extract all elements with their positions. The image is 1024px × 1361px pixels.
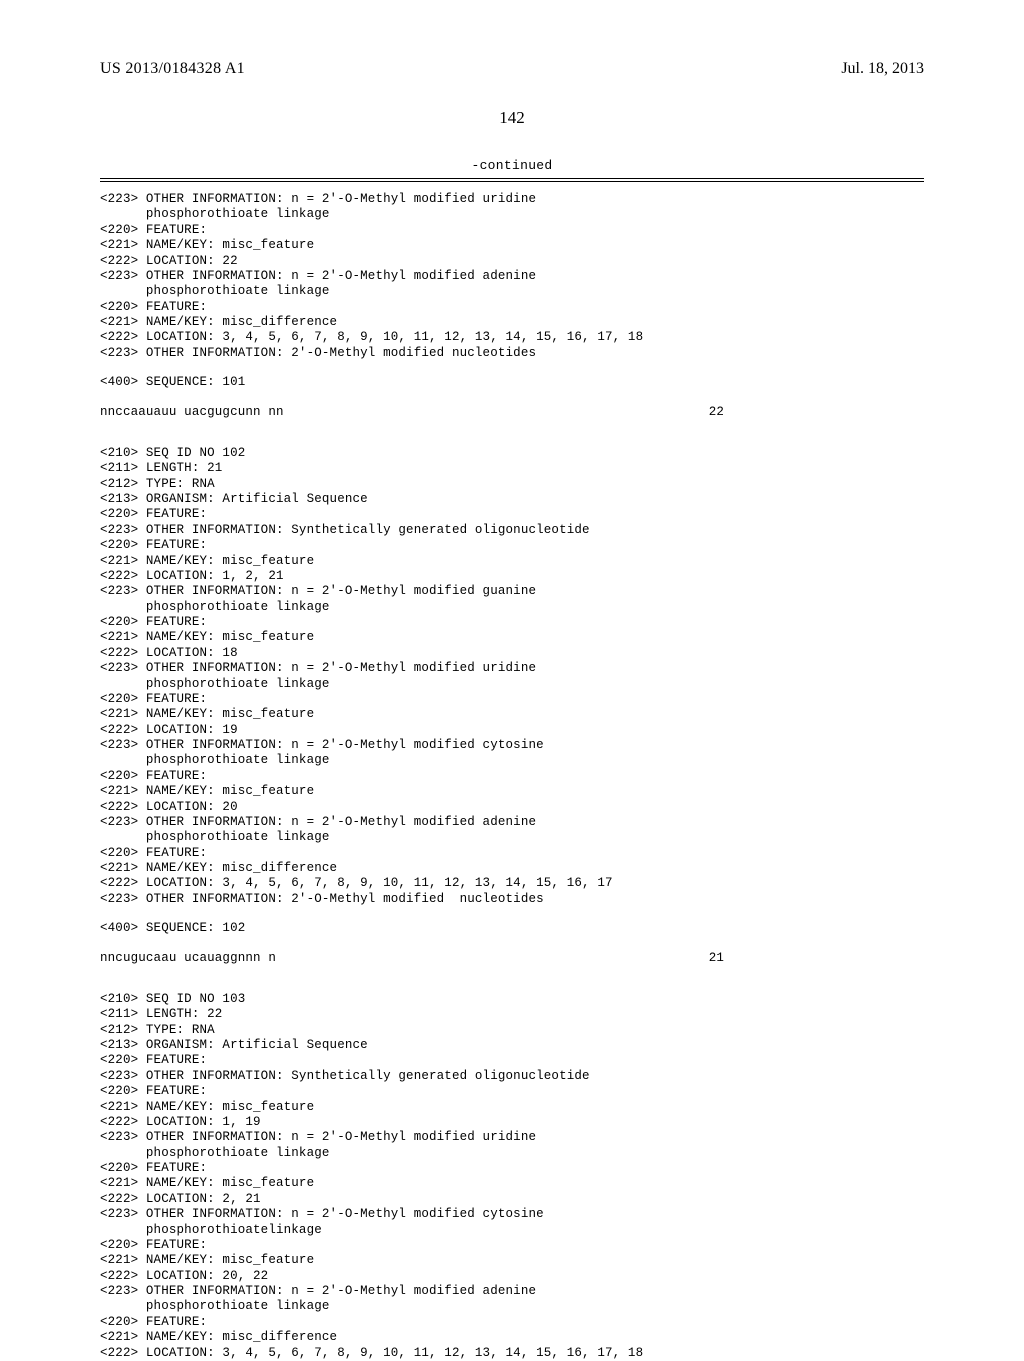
sequence-length: 22 [709,405,924,420]
rule-heavy [100,178,924,179]
page-number: 142 [100,108,924,128]
sequence-line: nncugucaau ucauaggnnn n 21 [100,951,924,966]
sequence-text: nncugucaau ucauaggnnn n [100,951,276,966]
blank-line [100,420,924,446]
continued-label: -continued [100,158,924,178]
page-header: US 2013/0184328 A1 Jul. 18, 2013 [100,60,924,78]
listing-block: <210> SEQ ID NO 102 <211> LENGTH: 21 <21… [100,446,924,907]
publication-date: Jul. 18, 2013 [841,60,924,78]
blank-line [100,391,924,405]
sequence-header: <400> SEQUENCE: 101 [100,375,924,390]
blank-line [100,907,924,921]
blank-line [100,361,924,375]
listing-block: <210> SEQ ID NO 103 <211> LENGTH: 22 <21… [100,992,924,1361]
listing-block: <223> OTHER INFORMATION: n = 2'-O-Methyl… [100,192,924,361]
rule-light [100,181,924,182]
sequence-header: <400> SEQUENCE: 102 [100,921,924,936]
sequence-length: 21 [709,951,924,966]
blank-line [100,937,924,951]
sequence-line: nnccaauauu uacgugcunn nn 22 [100,405,924,420]
blank-line [100,966,924,992]
page: US 2013/0184328 A1 Jul. 18, 2013 142 -co… [0,0,1024,1320]
sequence-text: nnccaauauu uacgugcunn nn [100,405,284,420]
publication-number: US 2013/0184328 A1 [100,60,245,78]
sequence-listing: <223> OTHER INFORMATION: n = 2'-O-Methyl… [100,192,924,1361]
